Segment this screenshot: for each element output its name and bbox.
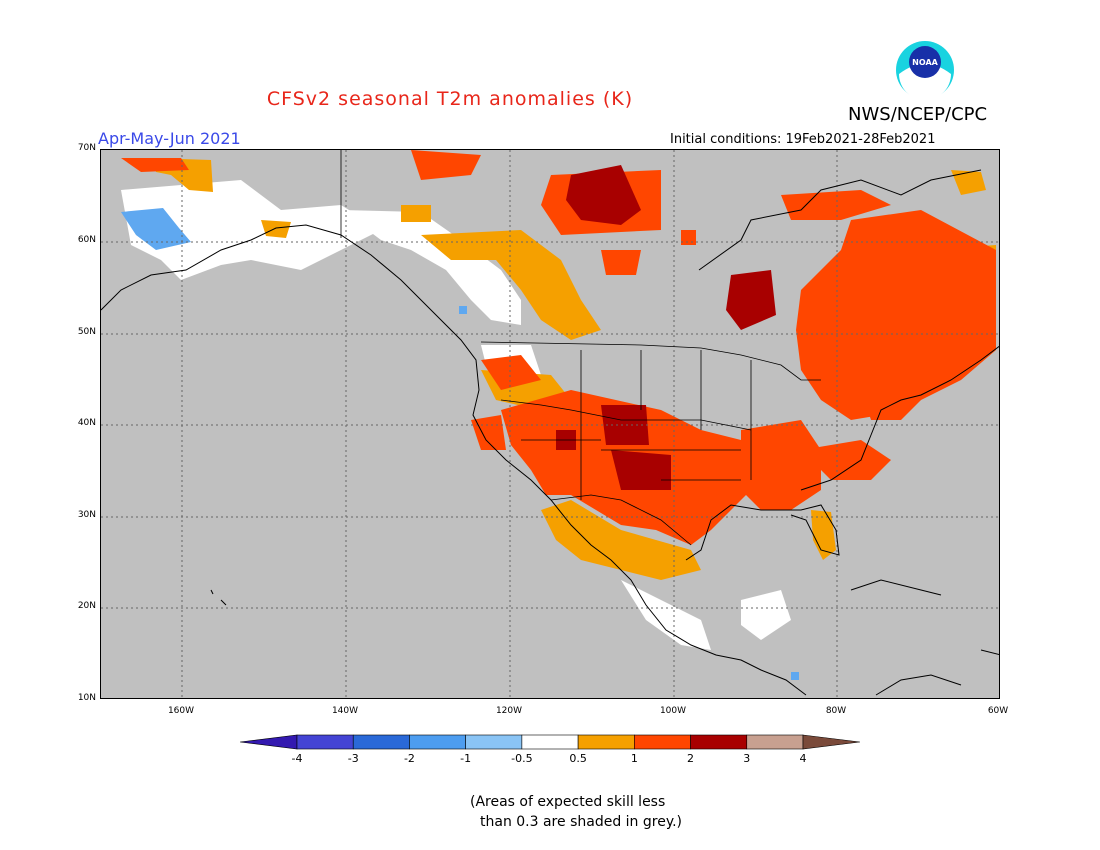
colorbar-swatch [746,734,804,750]
colorbar-label: 3 [743,752,751,765]
lat-label: 10N [77,693,96,703]
colorbar-label: -0.5 [511,752,533,765]
coastlines [101,169,999,696]
colorbar-label: -1 [460,752,472,765]
lon-label: 60W [987,706,1009,716]
lat-label: 40N [77,418,96,428]
colorbar-swatch [296,734,354,750]
colorbar-label: 0.5 [569,752,587,765]
colorbar-swatches [239,734,861,750]
colorbar-label: -2 [403,752,415,765]
lat-label: 50N [77,327,96,337]
map-title: CFSv2 seasonal T2m anomalies (K) [266,88,634,110]
lon-label: 120W [495,706,523,716]
lon-label: 140W [331,706,359,716]
initial-conditions: Initial conditions: 19Feb2021-28Feb2021 [670,132,936,147]
lon-label: 160W [167,706,195,716]
near-normal-regions [121,180,791,650]
logo-text: NOAA [912,58,938,67]
skill-footnote: (Areas of expected skill less than 0.3 a… [470,792,682,832]
colorbar-swatch [352,734,410,750]
colorbar-swatch [690,734,748,750]
lat-label: 20N [77,601,96,611]
colorbar-swatch [634,734,691,750]
colorbar-swatch [465,734,523,750]
anomaly-map [100,149,1000,699]
colorbar-low-triangle [239,734,298,750]
footnote-line-2: than 0.3 are shaded in grey.) [480,814,683,830]
lon-label: 100W [659,706,687,716]
lat-label: 60N [77,235,96,245]
colorbar [239,734,861,750]
forecast-period: Apr-May-Jun 2021 [98,129,241,148]
warm-1-2-regions [121,150,996,545]
colorbar-label: 1 [630,752,638,765]
map-canvas [101,150,999,698]
organization-label: NWS/NCEP/CPC [848,104,988,125]
graticule [101,150,999,698]
colorbar-label: -4 [291,752,303,765]
colorbar-label: -3 [347,752,359,765]
political-borders [340,150,821,546]
colorbar-label: 2 [687,752,695,765]
colorbar-swatch [409,734,466,750]
colorbar-swatch [577,734,635,750]
colorbar-swatch [521,734,579,750]
noaa-logo: NOAA [896,41,954,100]
lat-label: 70N [77,143,96,153]
warm-2-3-regions [556,165,776,490]
lat-label: 30N [77,510,96,520]
lon-label: 80W [825,706,847,716]
colorbar-high-triangle [802,734,861,750]
footnote-line-1: (Areas of expected skill less [470,794,666,810]
colorbar-label: 4 [799,752,807,765]
cool-anomaly-regions [121,208,799,680]
